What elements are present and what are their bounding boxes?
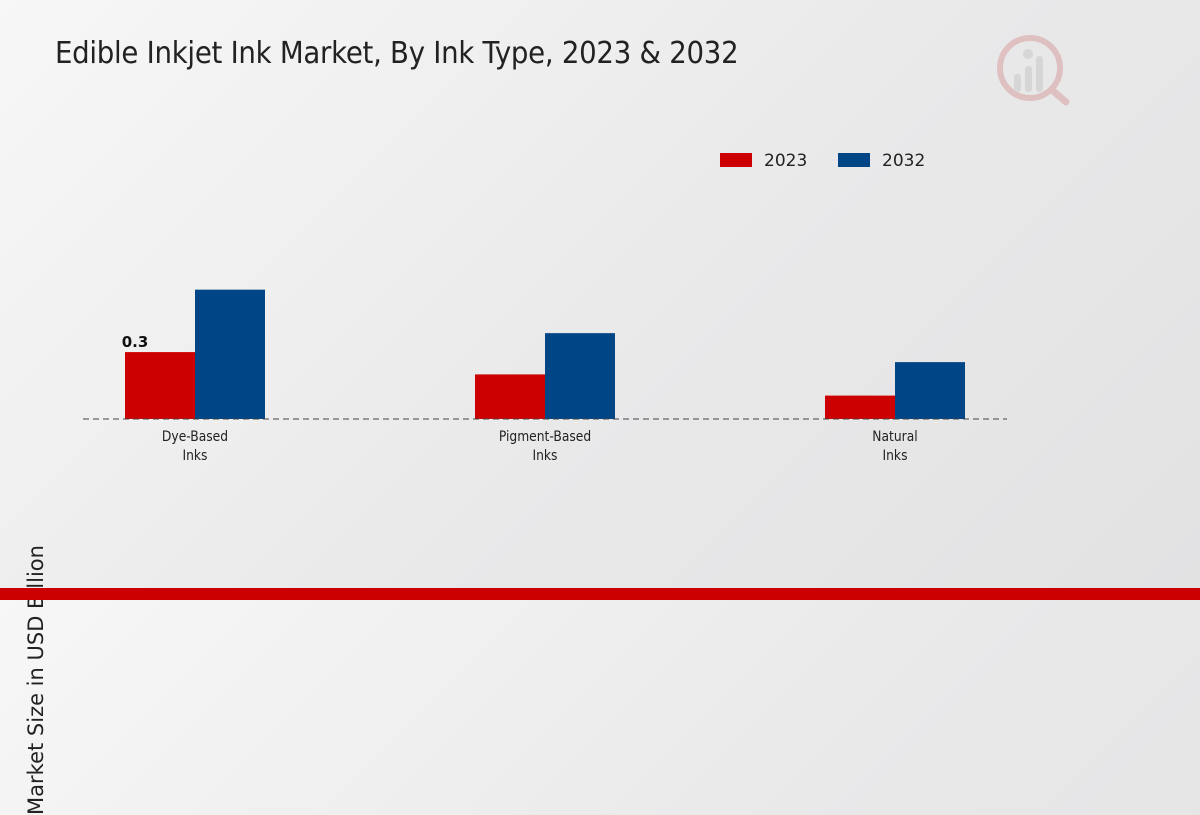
legend-swatch-2032 bbox=[838, 153, 870, 167]
bar-2023-0 bbox=[125, 352, 195, 419]
x-tick-label: Natural bbox=[872, 429, 917, 445]
bar-chart: Dye-Based Inks Pigment-Based Inks Natural Ink… bbox=[83, 151, 1007, 464]
footer-bar bbox=[0, 588, 1200, 600]
bar-2032-1 bbox=[545, 333, 615, 419]
chart-title: Edible Inkjet Ink Market, By Ink Type, 2… bbox=[55, 36, 739, 71]
bar-2023-1 bbox=[475, 374, 545, 419]
legend-label-2023: 2023 bbox=[764, 151, 807, 171]
market-research-logo-icon bbox=[997, 35, 1070, 106]
x-tick-label: Inks bbox=[883, 448, 908, 464]
x-tick-label: Inks bbox=[533, 448, 558, 464]
x-tick-label: Dye-Based bbox=[162, 429, 228, 445]
legend-label-2032: 2032 bbox=[882, 151, 925, 171]
legend-swatch-2023 bbox=[720, 153, 752, 167]
bar-2032-2 bbox=[895, 362, 965, 419]
data-label: 0.3 bbox=[122, 333, 149, 351]
bar-2032-0 bbox=[195, 289, 265, 419]
bar-2023-2 bbox=[825, 395, 895, 419]
x-tick-label: Pigment-Based bbox=[499, 429, 591, 445]
x-tick-label: Inks bbox=[183, 448, 208, 464]
